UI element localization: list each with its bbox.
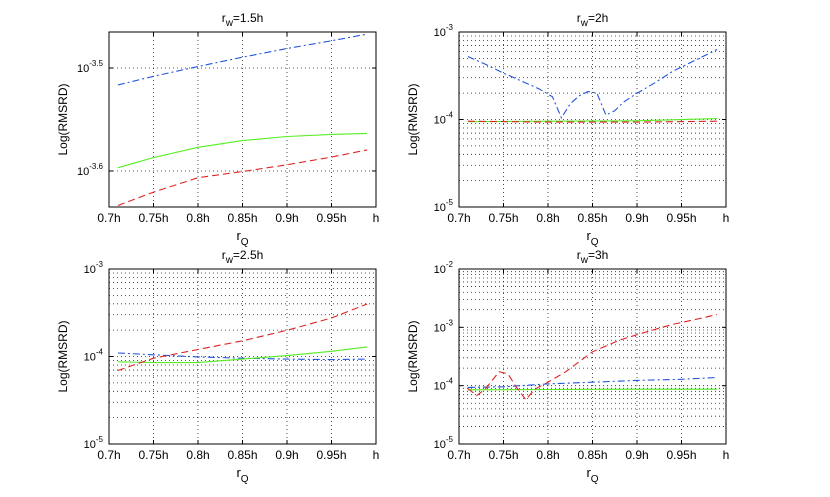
y-tick-label: 10-4 [434, 111, 454, 127]
y-tick-label: 10-3 [84, 260, 104, 276]
x-axis-label: rQ [236, 465, 248, 485]
x-tick-label: 0.85h [227, 211, 257, 225]
x-axis-label: rQ [586, 465, 598, 485]
series-line-green [117, 132, 368, 169]
x-tick-label: 0.8h [536, 211, 559, 225]
x-tick-label: 0.95h [316, 448, 346, 462]
series-line-blue [467, 376, 718, 388]
x-tick-label: 0.7h [447, 448, 470, 462]
x-tick-label: 0.9h [275, 448, 298, 462]
y-tick-label: 10-2 [434, 260, 454, 276]
subplot-title: rw=1.5h [222, 11, 264, 29]
y-tick-label: 10-5 [84, 435, 104, 451]
x-tick-label: 0.75h [488, 448, 518, 462]
y-tick-label: 10-3 [434, 23, 454, 39]
y-tick-label: 10-3 [434, 318, 454, 334]
series-line-red [117, 303, 368, 372]
subplot-3: 0.7h 0.75h 0.8h 0.85h 0.9h 0.95h h 10-3 10-4 10-5… [56, 248, 379, 485]
y-tick-label: 10-3.6 [77, 162, 104, 178]
series-line-red [117, 149, 368, 207]
x-tick-label: h [723, 448, 730, 462]
series-line-green [467, 118, 718, 123]
x-tick-label: 0.95h [666, 448, 696, 462]
subplot-4: 0.7h 0.75h 0.8h 0.85h 0.9h 0.95h h 10-2 10-3 10-4… [406, 248, 729, 485]
y-tick-label: 10-5 [434, 435, 454, 451]
y-axis-label: Log(RMSRD) [56, 83, 70, 155]
y-tick-label: 10-5 [434, 198, 454, 214]
subplot-title: rw=2h [577, 11, 609, 29]
series-line-green [467, 388, 718, 391]
y-axis-label: Log(RMSRD) [406, 83, 420, 155]
subplot-2: 0.7h 0.75h 0.8h 0.85h 0.9h 0.95h h 10-3 10-4 10-5… [406, 11, 729, 248]
series-line-red [467, 120, 718, 123]
series-line-blue [117, 352, 368, 361]
x-tick-label: 0.7h [97, 448, 120, 462]
x-tick-label: h [373, 448, 380, 462]
series-line-blue [467, 49, 718, 119]
x-tick-label: 0.8h [536, 448, 559, 462]
y-tick-label: 10-4 [434, 377, 454, 393]
x-tick-label: 0.95h [666, 211, 696, 225]
x-tick-label: 0.75h [488, 211, 518, 225]
y-axis-label: Log(RMSRD) [56, 320, 70, 392]
subplot-title: rw=2.5h [222, 248, 264, 266]
series-line-blue [117, 33, 368, 86]
x-axis-label: rQ [236, 228, 248, 248]
x-axis-label: rQ [586, 228, 598, 248]
x-tick-label: 0.95h [316, 211, 346, 225]
x-tick-label: 0.9h [275, 211, 298, 225]
subplot-title: rw=3h [577, 248, 609, 266]
x-tick-label: 0.7h [97, 211, 120, 225]
x-tick-label: 0.9h [625, 211, 648, 225]
y-tick-label: 10-3.5 [77, 59, 104, 75]
x-tick-label: h [723, 211, 730, 225]
subplot-1: 0.7h 0.75h 0.8h 0.85h 0.9h 0.95h h 10-3.5 10-3.6… [56, 11, 379, 248]
series-line-green [117, 346, 368, 364]
y-axis-label: Log(RMSRD) [406, 320, 420, 392]
x-tick-label: 0.85h [227, 448, 257, 462]
series-line-red [467, 313, 718, 401]
x-tick-label: 0.75h [138, 448, 168, 462]
x-tick-label: 0.8h [186, 211, 209, 225]
x-tick-label: 0.8h [186, 448, 209, 462]
y-tick-label: 10-4 [84, 348, 104, 364]
x-tick-label: 0.85h [577, 211, 607, 225]
x-tick-label: 0.7h [447, 211, 470, 225]
x-tick-label: 0.85h [577, 448, 607, 462]
x-tick-label: 0.9h [625, 448, 648, 462]
x-tick-label: 0.75h [138, 211, 168, 225]
x-tick-label: h [373, 211, 380, 225]
